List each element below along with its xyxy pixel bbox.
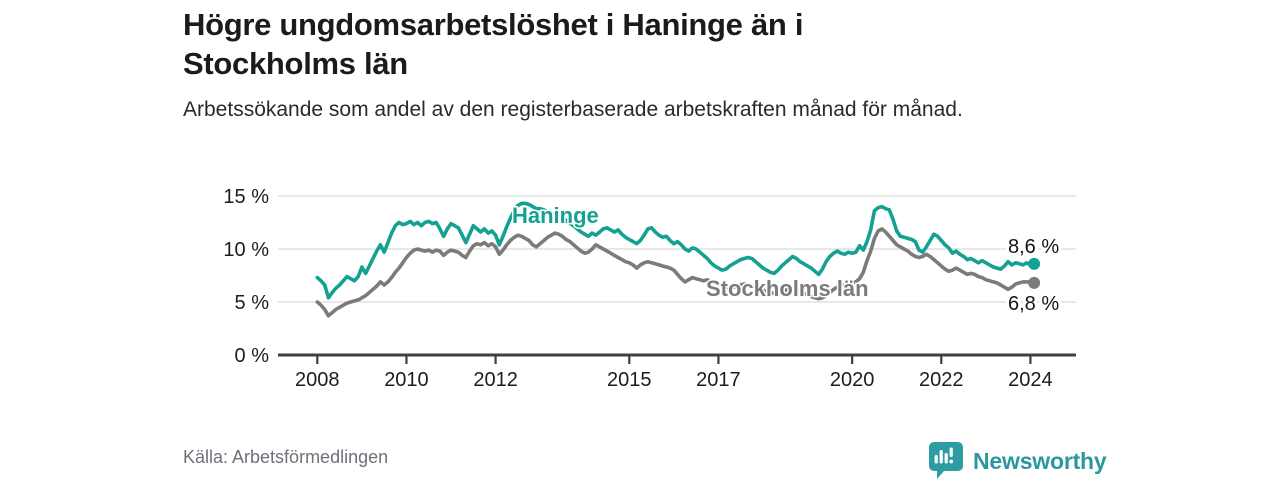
- page-title: Högre ungdomsarbetslöshet i Haninge än i…: [183, 7, 804, 81]
- series-label: Stockholms län: [706, 276, 869, 301]
- series-end-value: 8,6 %: [1008, 236, 1059, 258]
- y-tick-label: 0 %: [235, 345, 270, 367]
- series-end-dot: [1028, 257, 1041, 270]
- x-tick-label: 2008: [295, 369, 340, 391]
- x-tick-label: 2010: [384, 369, 429, 391]
- series-end-dot: [1028, 276, 1041, 289]
- newsworthy-logo: Newsworthy: [929, 442, 1107, 480]
- newsworthy-logo-text: Newsworthy: [973, 447, 1107, 474]
- x-tick-label: 2020: [830, 369, 875, 391]
- y-tick-label: 10 %: [223, 239, 269, 261]
- x-tick-label: 2017: [696, 369, 741, 391]
- x-tick-label: 2012: [473, 369, 518, 391]
- chart-subtitle: Arbetssökande som andel av den registerb…: [183, 98, 963, 121]
- series-line-0: [315, 201, 1036, 300]
- source-note: Källa: Arbetsförmedlingen: [183, 447, 389, 467]
- x-tick-label: 2015: [607, 369, 652, 391]
- newsworthy-logo-icon: [929, 442, 963, 479]
- series-label: Haninge: [512, 203, 599, 228]
- y-tick-label: 15 %: [223, 186, 269, 208]
- series-line-1: [315, 227, 1036, 318]
- y-tick-label: 5 %: [235, 292, 270, 314]
- x-tick-label: 2024: [1008, 369, 1053, 391]
- x-tick-label: 2022: [919, 369, 964, 391]
- series-end-value: 6,8 %: [1008, 293, 1059, 315]
